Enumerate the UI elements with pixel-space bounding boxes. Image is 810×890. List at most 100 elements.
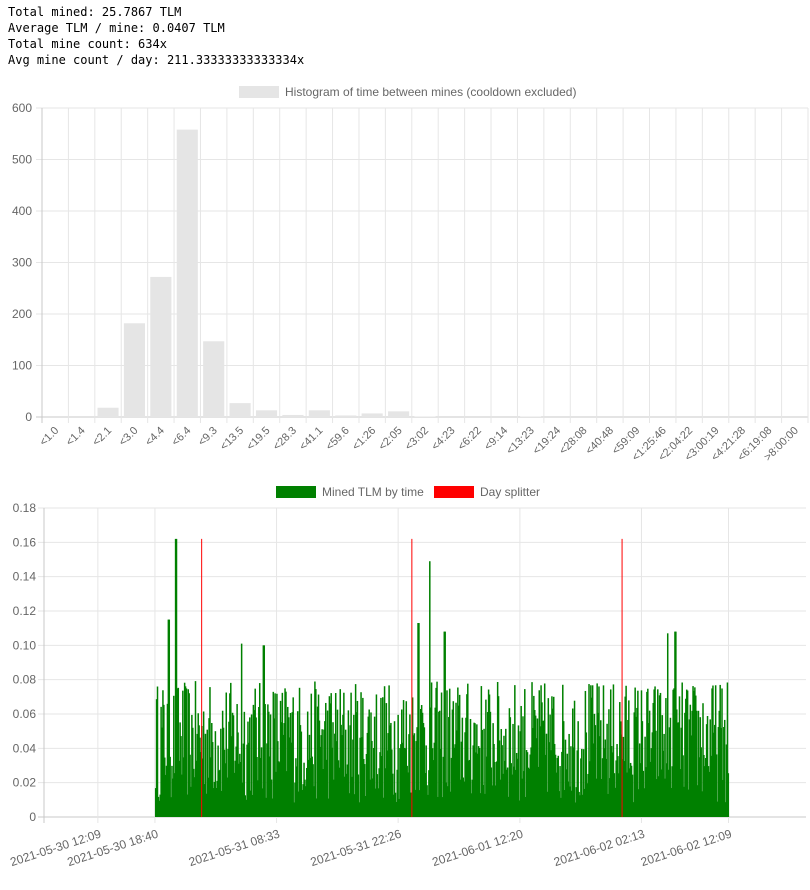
tlm-bar	[364, 795, 367, 817]
x-tick-label: 2021-06-02 12:09	[639, 826, 734, 869]
legend-swatch-splitter	[434, 486, 474, 498]
tlm-bar	[347, 710, 350, 817]
tlm-bar	[585, 732, 588, 817]
tlm-bar	[219, 769, 221, 817]
tlm-bar	[512, 723, 514, 817]
tlm-bar	[315, 798, 318, 817]
tlm-bar	[502, 773, 504, 817]
tlm-bar	[571, 708, 574, 817]
histogram-bar	[388, 411, 410, 417]
histogram-bar	[123, 323, 146, 417]
tlm-bar	[439, 748, 442, 817]
tlm-bar	[305, 786, 307, 817]
tlm-bar	[725, 744, 728, 817]
total-mined-text: Total mined: 25.7867 TLM	[8, 5, 182, 19]
tlm-bar	[711, 688, 713, 817]
tlm-bar	[273, 718, 275, 817]
tlm-bar	[716, 801, 719, 817]
tlm-bar	[366, 732, 369, 817]
tlm-bar	[723, 719, 726, 817]
tlm-bar	[182, 690, 184, 817]
tlm-bar	[369, 779, 371, 817]
tlm-bar	[265, 797, 267, 817]
tlm-bar	[594, 725, 597, 817]
tlm-bar	[626, 772, 628, 817]
tlm-bar	[420, 708, 422, 817]
tlm-bar	[531, 682, 533, 817]
tlm-bar	[715, 754, 718, 817]
tlm-bar	[235, 746, 237, 817]
tlm-bar	[279, 700, 282, 817]
histogram-bar	[229, 403, 251, 417]
tlm-bar	[655, 730, 657, 817]
tlm-bar	[616, 744, 618, 817]
tlm-bar	[588, 684, 590, 817]
tlm-bar	[554, 754, 557, 817]
tlm-bar	[619, 702, 621, 817]
tlm-bar	[423, 727, 426, 817]
tlm-bar	[581, 748, 583, 817]
tlm-bar	[378, 768, 380, 817]
tlm-bar	[718, 710, 721, 817]
tlm-bar	[696, 785, 699, 817]
tlm-bar	[288, 737, 291, 817]
x-tick-label: <2.1	[90, 425, 114, 449]
x-tick-label: <6.4	[170, 425, 194, 449]
tlm-bar	[458, 694, 461, 817]
tlm-bar	[712, 685, 714, 817]
tlm-bar	[416, 727, 418, 817]
tlm-bar	[453, 747, 455, 817]
y-tick-label: 300	[12, 256, 32, 270]
tlm-bar	[415, 741, 417, 817]
tlm-bar	[592, 743, 595, 817]
y-tick-label: 0	[29, 810, 36, 824]
tlm-bar	[486, 712, 489, 817]
tlm-bar	[426, 785, 428, 817]
tlm-bar	[194, 681, 197, 817]
tlm-bar	[284, 688, 286, 817]
tlm-bar	[435, 687, 437, 817]
tlm-bar	[478, 747, 481, 817]
tlm-bar	[181, 774, 183, 817]
tlm-bar	[192, 768, 195, 817]
tlm-bar	[538, 690, 541, 817]
tlm-bar	[257, 780, 259, 817]
tlm-bar	[497, 696, 500, 817]
tlm-bar	[444, 631, 446, 817]
tlm-bar	[680, 727, 683, 817]
tlm-bar	[530, 747, 532, 817]
tlm-bar	[599, 736, 601, 817]
x-tick-label: <3:02	[403, 425, 431, 453]
tlm-bar	[171, 765, 173, 817]
tlm-bar	[673, 688, 675, 817]
tlm-bar	[514, 769, 517, 817]
tlm-bar	[220, 790, 223, 817]
tlm-bar	[583, 788, 586, 817]
y-tick-label: 0.08	[13, 673, 37, 687]
legend-label-tlm: Mined TLM by time	[322, 485, 424, 499]
tlm-bar	[492, 723, 494, 817]
tlm-bar	[624, 696, 626, 817]
tlm-bar	[261, 788, 264, 817]
tlm-bar	[311, 756, 313, 817]
tlm-bar	[228, 721, 230, 817]
tlm-bar	[298, 687, 301, 817]
tlm-bar	[226, 777, 228, 817]
tlm-bar	[666, 763, 668, 817]
tlm-bar	[179, 722, 181, 817]
tlm-bar	[344, 776, 346, 817]
tlm-bar	[283, 723, 285, 817]
tlm-bar	[469, 718, 472, 817]
tlm-bar	[638, 789, 640, 817]
tlm-bar	[437, 796, 439, 817]
tlm-bar	[516, 758, 519, 817]
x-tick-label: 2021-05-31 22:26	[309, 826, 404, 869]
tlm-bar	[324, 721, 326, 817]
x-tick-label: <6:22	[456, 425, 484, 453]
tlm-bar	[172, 778, 174, 817]
tlm-bar	[325, 702, 327, 817]
tlm-bar	[297, 791, 300, 817]
tlm-bar	[537, 766, 540, 817]
tlm-bar	[221, 710, 224, 817]
tlm-bar	[509, 717, 512, 817]
